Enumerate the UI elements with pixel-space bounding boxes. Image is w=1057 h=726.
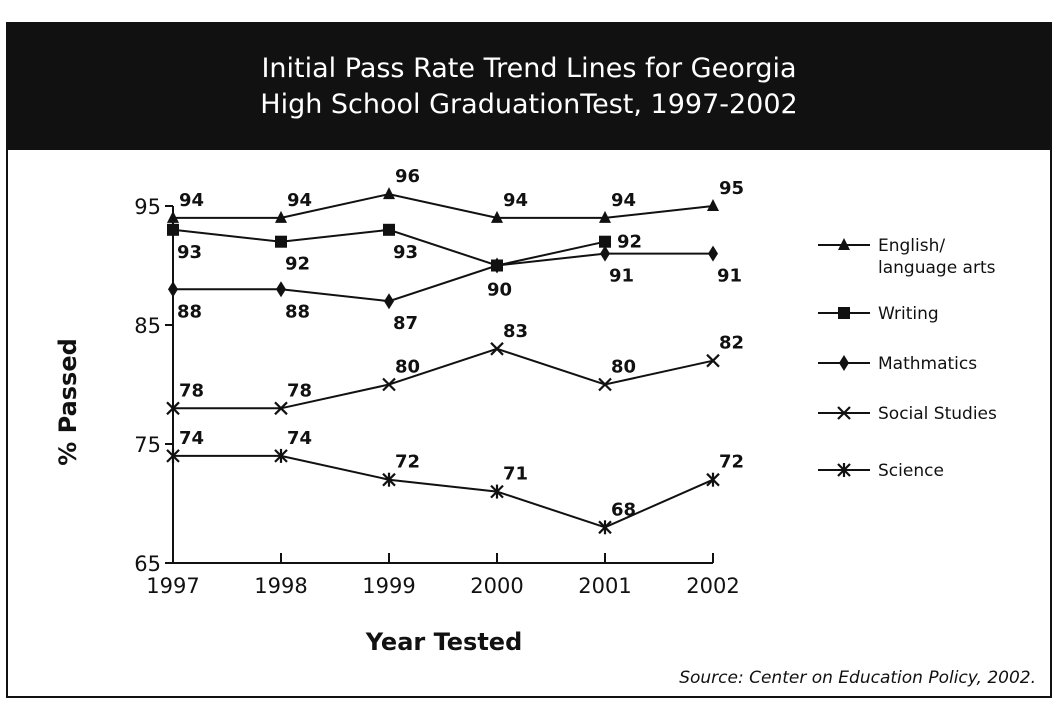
legend-marker-0 (838, 238, 850, 250)
data-label-s3-1998: 78 (287, 380, 312, 401)
marker-s1-2001 (599, 235, 611, 248)
y-tick-label-85: 85 (134, 314, 161, 338)
data-label-s2-1997: 88 (177, 301, 202, 322)
data-label-s3-1997: 78 (179, 380, 204, 401)
data-label-s4-1999: 72 (395, 452, 420, 473)
legend-label-4: Science (878, 461, 944, 481)
y-axis-label: % Passed (54, 338, 82, 466)
x-tick-label-1998: 1998 (254, 574, 307, 598)
marker-s3-2002 (706, 353, 720, 368)
y-tick-label-95: 95 (134, 195, 161, 219)
data-label-s0-2000: 94 (503, 190, 528, 211)
legend-label-2: Mathmatics (878, 354, 977, 374)
legend-marker-2 (839, 355, 849, 371)
data-label-s4-2001: 68 (611, 499, 636, 520)
marker-s2-2001 (600, 245, 610, 262)
data-label-s0-1997: 94 (179, 190, 204, 211)
y-tick-label-75: 75 (134, 433, 161, 457)
marker-s0-2002 (707, 199, 719, 211)
legend-label-0: English/ (878, 236, 945, 256)
data-label-s1-1998: 92 (285, 254, 310, 275)
data-label-s2-1998: 88 (285, 301, 310, 322)
legend-label-0-line2: language arts (878, 258, 996, 278)
legend-label-3: Social Studies (878, 404, 997, 424)
data-label-s1-2001: 92 (617, 232, 642, 253)
marker-s4-1997 (166, 448, 180, 463)
data-label-s3-2000: 83 (503, 321, 528, 342)
y-tick-label-65: 65 (134, 552, 161, 576)
legend-marker-4 (837, 463, 851, 477)
marker-s0-1999 (383, 187, 395, 200)
legend-label-1: Writing (878, 304, 939, 324)
data-label-s2-1999: 87 (393, 313, 418, 334)
data-label-s4-1997: 74 (179, 428, 204, 449)
data-label-s2-2001: 91 (609, 266, 634, 287)
data-label-s3-2001: 80 (611, 357, 636, 378)
marker-s2-2002 (708, 245, 718, 262)
marker-s4-2001 (598, 520, 612, 535)
marker-s0-2001 (599, 210, 611, 223)
x-tick-label-2001: 2001 (578, 574, 631, 598)
series-line-0 (173, 193, 714, 219)
data-label-s0-2001: 94 (611, 190, 636, 211)
series-markers (166, 187, 720, 535)
source-note: Source: Center on Education Policy, 2002… (679, 668, 1036, 688)
x-tick-label-2000: 2000 (470, 574, 523, 598)
marker-s4-2002 (706, 472, 720, 487)
data-label-s1-2000: 90 (487, 280, 512, 301)
chart-frame: Initial Pass Rate Trend Lines for Georgi… (6, 22, 1052, 698)
data-label-s1-1999: 93 (393, 242, 418, 263)
data-label-s4-2002: 72 (719, 452, 744, 473)
marker-s2-2000 (492, 257, 502, 274)
marker-s3-1999 (382, 377, 396, 392)
marker-s3-2001 (598, 377, 612, 392)
marker-s4-1998 (274, 448, 288, 463)
marker-s3-2000 (490, 342, 504, 356)
marker-s0-1998 (275, 210, 287, 223)
x-tick-label-1997: 1997 (146, 574, 199, 598)
data-label-s1-1997: 93 (177, 242, 202, 263)
marker-s0-2000 (491, 210, 503, 223)
marker-s0-1997 (167, 210, 179, 223)
x-tick-label-1999: 1999 (362, 574, 415, 598)
marker-s2-1998 (276, 281, 286, 298)
series-line-2 (173, 252, 713, 303)
data-label-s3-2002: 82 (719, 333, 744, 354)
data-label-s4-1998: 74 (287, 428, 312, 449)
data-label-s0-1998: 94 (287, 190, 312, 211)
marker-s3-1997 (166, 401, 180, 416)
data-labels: 94 94 96 94 94 95 93 92 93 90 92 88 88 87 91 91 78 78 80 83… (177, 166, 744, 520)
legend-marker-1 (838, 307, 850, 319)
axes: 65 75 85 95 1997 1998 1999 2000 2001 2002 (134, 195, 739, 598)
marker-s3-1998 (274, 401, 288, 416)
marker-s4-2000 (490, 484, 504, 499)
marker-s1-1997 (167, 223, 179, 236)
data-label-s0-1999: 96 (395, 166, 420, 187)
data-label-s2-2002: 91 (717, 266, 742, 287)
series-line-3 (173, 347, 714, 410)
chart-title-line-2: High School GraduationTest, 1997-2002 (260, 89, 798, 120)
marker-s1-1999 (383, 223, 395, 236)
legend: English/language arts Writing Mathmatics So… (818, 236, 997, 481)
marker-s2-1997 (168, 281, 178, 298)
series-line-4 (173, 454, 714, 529)
x-axis-label: Year Tested (365, 628, 523, 656)
data-label-s4-2000: 71 (503, 464, 528, 485)
marker-s2-1999 (384, 293, 394, 310)
data-label-s0-2002: 95 (719, 178, 744, 199)
title-banner: Initial Pass Rate Trend Lines for Georgi… (8, 24, 1050, 150)
legend-marker-3 (837, 406, 851, 420)
marker-s1-1998 (275, 235, 287, 248)
marker-s4-1999 (382, 472, 396, 487)
x-tick-label-2002: 2002 (686, 574, 739, 598)
data-label-s3-1999: 80 (395, 357, 420, 378)
chart-title-line-1: Initial Pass Rate Trend Lines for Georgi… (261, 53, 797, 84)
